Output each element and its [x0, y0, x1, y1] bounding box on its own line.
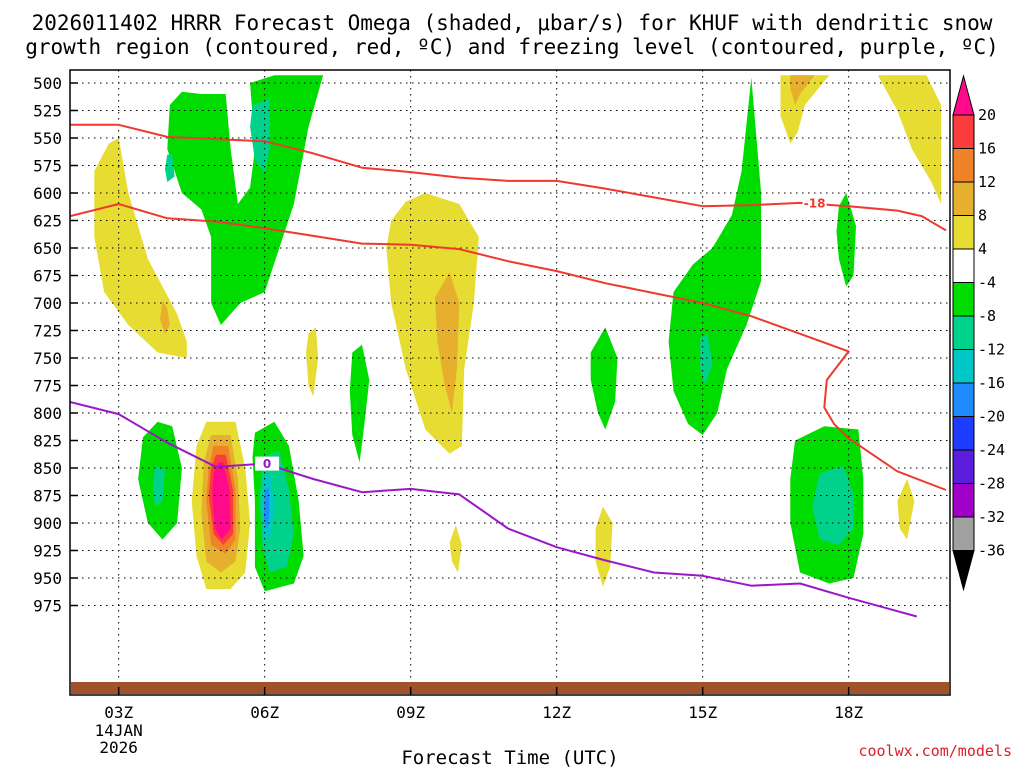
colorbar-band-2: [952, 181, 975, 216]
omega-region-21: [590, 327, 618, 430]
x-tick-label-06Z: 06Z: [250, 703, 279, 722]
chart-title: 2026011402 HRRR Forecast Omega (shaded, …: [25, 11, 999, 59]
temperature-contours: [70, 123, 947, 618]
omega-region-24: [700, 333, 713, 386]
contour-label-freezing-level: 0: [263, 457, 271, 471]
colorbar-label-13: -36: [978, 542, 1005, 560]
gridlines: [70, 70, 950, 695]
colorbar-band-6: [952, 315, 975, 350]
colorbar-label-5: -4: [978, 274, 996, 292]
y-tick-label-875: 875: [33, 487, 62, 506]
y-tick-label-900: 900: [33, 514, 62, 533]
plot-frame: [69, 69, 951, 696]
colorbar-label-2: 12: [978, 173, 996, 191]
omega-region-4: [164, 154, 175, 182]
y-tick-label-800: 800: [33, 404, 62, 423]
colorbar-band-1: [952, 148, 975, 183]
x-tick-label-15Z: 15Z: [688, 703, 717, 722]
y-axis-pressure-ticks: 500 525 550 575 600 625 650 675 700 725 750 775 800 8…: [33, 74, 78, 616]
omega-region-6: [152, 465, 165, 507]
x-axis-label: Forecast Time (UTC): [401, 747, 618, 768]
omega-region-15: [263, 487, 270, 529]
colorbar-band-12: [952, 516, 975, 551]
y-tick-label-850: 850: [33, 459, 62, 478]
credit-text: coolwx.com/models: [858, 742, 1012, 760]
colorbar-band-7: [952, 349, 975, 384]
colorbar-label-0: 20: [978, 106, 996, 124]
y-tick-label-500: 500: [33, 74, 62, 93]
colorbar-top-arrow: [952, 74, 975, 116]
omega-region-3: [250, 99, 270, 174]
contour-dgz-lower: [70, 203, 947, 491]
y-tick-label-575: 575: [33, 157, 62, 176]
contour-label-bg-freezing-level: [255, 456, 280, 471]
omega-region-26: [812, 465, 854, 545]
x-tick-label-09Z: 09Z: [396, 703, 425, 722]
omega-region-31: [897, 479, 915, 540]
contour-freezing-level: [70, 401, 918, 618]
x-tick-sublabel-1: 2026: [99, 738, 138, 757]
colorbar-label-9: -20: [978, 408, 1005, 426]
ground-surface: [71, 682, 949, 694]
x-tick-sublabel-0: 14JAN: [95, 721, 143, 740]
y-tick-label-525: 525: [33, 102, 62, 121]
colorbar-label-6: -8: [978, 307, 996, 325]
y-tick-label-675: 675: [33, 267, 62, 286]
omega-region-17: [349, 344, 370, 463]
omega-region-16: [306, 327, 319, 397]
y-tick-label-750: 750: [33, 349, 62, 368]
colorbar-band-9: [952, 416, 975, 451]
colorbar-label-10: -24: [978, 441, 1005, 459]
y-tick-label-775: 775: [33, 377, 62, 396]
y-tick-label-600: 600: [33, 184, 62, 203]
omega-region-27: [836, 193, 856, 287]
y-tick-label-725: 725: [33, 322, 62, 341]
omega-region-23: [668, 77, 762, 435]
y-tick-label-975: 975: [33, 597, 62, 616]
colorbar-band-0: [952, 114, 975, 149]
colorbar-band-10: [952, 449, 975, 484]
omega-region-1: [160, 300, 170, 334]
y-tick-label-550: 550: [33, 129, 62, 148]
contour-label-bg-dgz-upper: [802, 195, 827, 210]
colorbar-label-1: 16: [978, 140, 996, 158]
x-tick-label-03Z: 03Z: [104, 703, 133, 722]
title-line-2: growth region (contoured, red, ºC) and f…: [25, 35, 999, 59]
contour-dgz-upper: [70, 123, 947, 232]
colorbar-label-8: -16: [978, 374, 1005, 392]
contour-label-dgz-upper: -18: [804, 196, 826, 210]
colorbar-bottom-arrow: [952, 550, 975, 592]
title-line-1: 2026011402 HRRR Forecast Omega (shaded, …: [32, 11, 993, 35]
omega-region-2: [167, 75, 324, 325]
colorbar-band-4: [952, 248, 975, 283]
contour-labels: -18 0: [255, 195, 827, 471]
colorbar-band-5: [952, 282, 975, 317]
y-tick-label-825: 825: [33, 432, 62, 451]
omega-shaded-regions: [94, 75, 942, 592]
colorbar-band-8: [952, 382, 975, 417]
omega-region-19: [435, 272, 460, 413]
omega-region-30: [877, 75, 942, 204]
colorbar-label-4: 4: [978, 240, 987, 258]
y-tick-label-625: 625: [33, 212, 62, 231]
omega-region-20: [449, 525, 462, 573]
y-tick-label-650: 650: [33, 239, 62, 258]
x-tick-label-12Z: 12Z: [542, 703, 571, 722]
colorbar-label-7: -12: [978, 341, 1005, 359]
omega-region-22: [595, 506, 613, 587]
colorbar-label-11: -28: [978, 475, 1005, 493]
omega-region-18: [386, 193, 479, 454]
y-tick-label-950: 950: [33, 569, 62, 588]
y-tick-label-700: 700: [33, 294, 62, 313]
omega-region-11: [212, 462, 231, 540]
colorbar-band-3: [952, 215, 975, 250]
colorbar-band-11: [952, 483, 975, 518]
y-tick-label-925: 925: [33, 542, 62, 561]
x-tick-label-18Z: 18Z: [834, 703, 863, 722]
colorbar-label-12: -32: [978, 508, 1005, 526]
colorbar-label-3: 8: [978, 207, 987, 225]
colorbar: 20 16 12 8 4 -4 -8 -12 -16 -20 -24 -28 -32 -36: [952, 74, 1005, 592]
